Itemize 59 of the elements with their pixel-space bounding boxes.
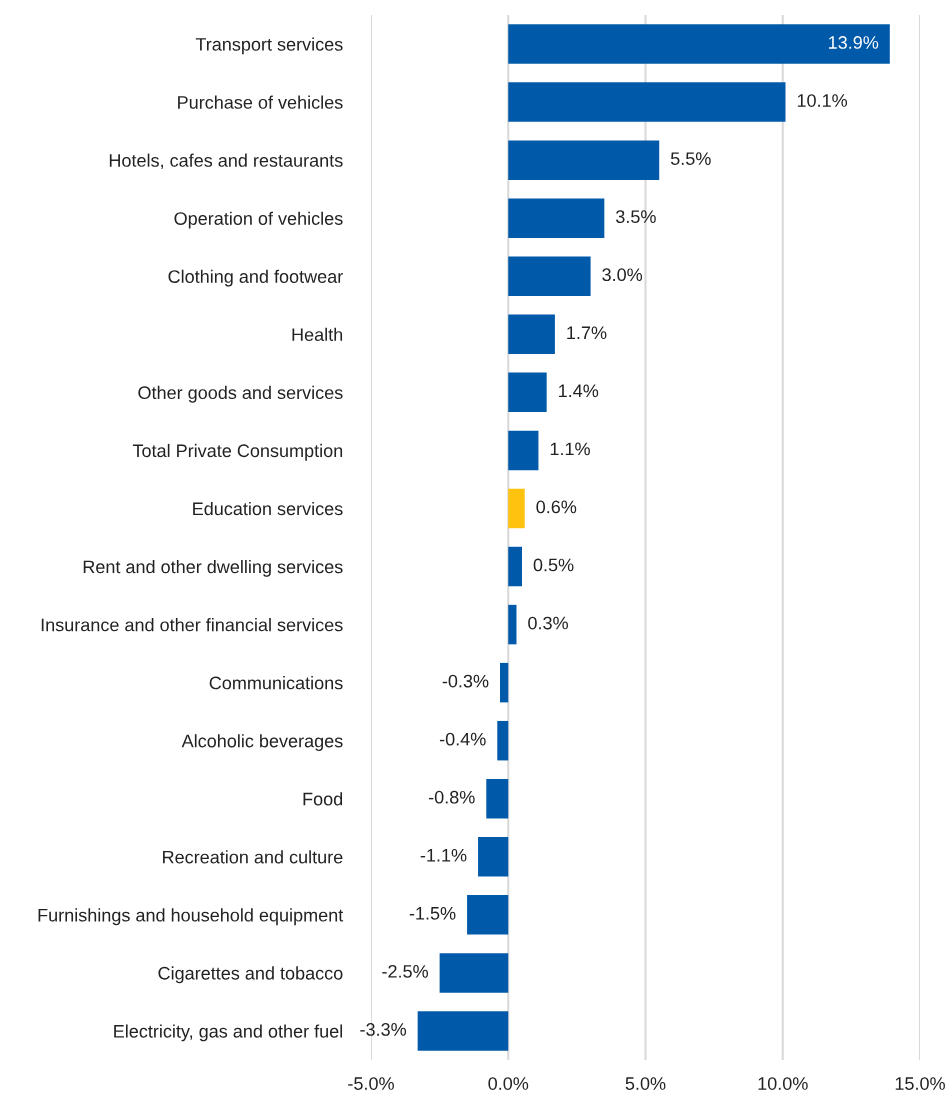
bar: [508, 546, 522, 587]
bar: [508, 140, 660, 180]
bar: [417, 1011, 509, 1051]
data-label: -0.8%: [428, 790, 475, 804]
bar: [508, 24, 890, 64]
y-tick-label: Recreation and culture: [163, 850, 343, 864]
data-label: 3.0%: [602, 268, 643, 282]
bar: [478, 837, 509, 877]
data-label: 0.3%: [528, 616, 568, 630]
bar: [508, 256, 591, 296]
y-tick-label: Transport services: [195, 37, 343, 55]
data-label: -1.5%: [409, 907, 456, 920]
x-tick-label: 10.0%: [758, 1077, 808, 1090]
bar: [508, 604, 517, 645]
data-label: 1.1%: [550, 442, 590, 456]
x-tick-label: 0.0%: [488, 1077, 529, 1090]
bar: [486, 779, 509, 819]
bar: [467, 895, 509, 935]
y-tick-label: Cigarettes and tobacco: [158, 966, 343, 984]
y-tick-label: Education services: [193, 501, 343, 516]
x-tick-label: 15.0%: [895, 1077, 945, 1090]
bar: [508, 314, 555, 355]
y-tick-label: Clothing and footwear: [168, 269, 343, 287]
bar: [508, 372, 547, 413]
y-tick-label: Communications: [209, 676, 343, 690]
data-label: 10.1%: [797, 94, 848, 107]
data-label: 3.5%: [615, 210, 656, 224]
data-label: 13.9%: [829, 36, 879, 49]
data-label: -1.1%: [420, 848, 467, 862]
y-tick-label: Operation of vehicles: [174, 211, 343, 229]
data-label: -2.5%: [382, 964, 428, 978]
y-tick-label: Furnishings and household equipment: [38, 908, 344, 926]
bar: [508, 198, 605, 238]
bar: [508, 430, 539, 471]
y-tick-label: Purchase of vehicles: [178, 95, 343, 109]
y-tick-label: Insurance and other financial services: [41, 618, 343, 632]
data-label: -0.3%: [442, 674, 489, 688]
data-label: 0.5%: [533, 558, 574, 572]
y-tick-label: Hotels, cafes and restaurants: [109, 153, 343, 169]
y-tick-label: Other goods and services: [138, 385, 343, 403]
data-label: 1.4%: [559, 384, 599, 398]
bar: [500, 662, 509, 703]
y-tick-label: Health: [292, 327, 343, 342]
bar: [497, 720, 509, 761]
data-label: -0.4%: [439, 732, 486, 746]
data-label: -3.3%: [360, 1023, 407, 1036]
x-tick-label: -5.0%: [348, 1077, 394, 1090]
bar: [439, 953, 509, 993]
y-tick-label: Alcoholic beverages: [181, 734, 343, 751]
y-tick-label: Rent and other dwelling services: [83, 559, 343, 577]
data-label: 0.6%: [536, 500, 577, 514]
data-label: 5.5%: [670, 152, 711, 165]
y-tick-label: Total Private Consumption: [132, 443, 343, 461]
bar: [508, 488, 525, 529]
data-label: 1.7%: [567, 326, 607, 340]
x-tick-label: 5.0%: [625, 1077, 666, 1090]
y-tick-label: Food: [303, 792, 343, 806]
y-tick-label: Electricity, gas and other fuel: [114, 1024, 343, 1042]
bar: [508, 82, 786, 122]
